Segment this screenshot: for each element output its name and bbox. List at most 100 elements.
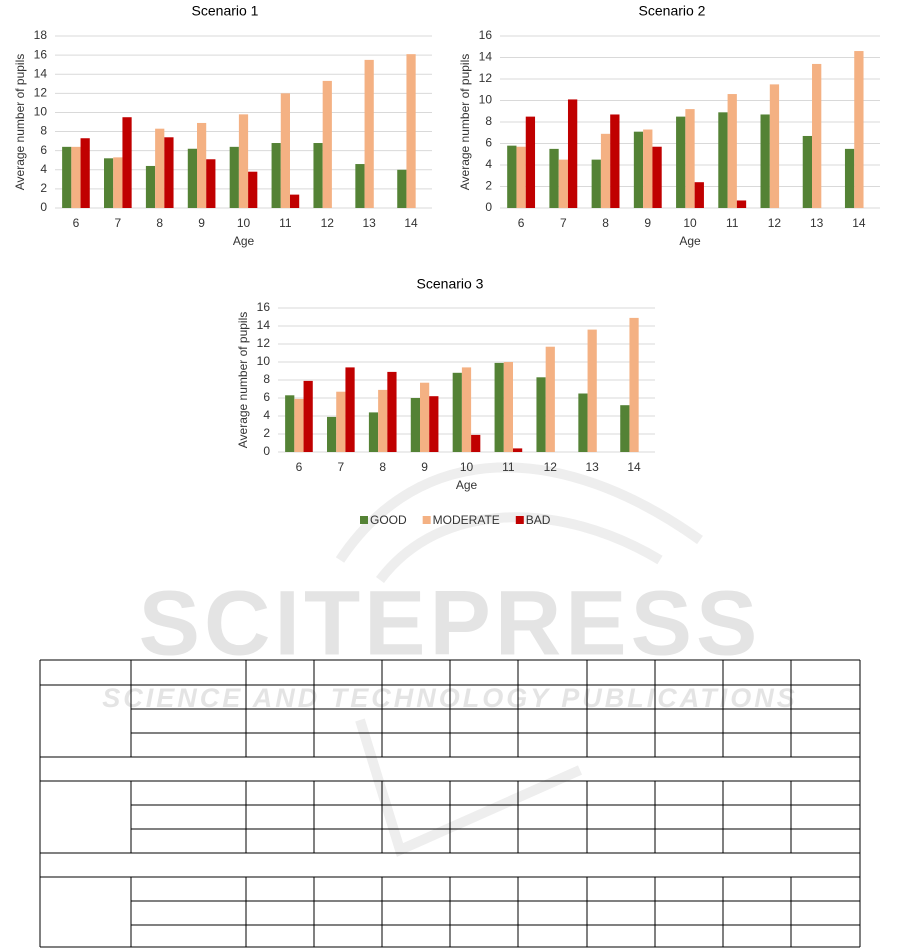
bar (327, 416, 337, 452)
legend-swatch (422, 516, 431, 524)
bar (145, 165, 156, 208)
chart: Scenario 3 0 2 4 6 8 10 12 14 16 Average number of… (236, 276, 655, 492)
y-tick-label: 14 (34, 66, 48, 80)
bar (378, 389, 388, 452)
bar (643, 129, 653, 208)
bar (303, 380, 313, 452)
y-tick-label: 16 (257, 300, 271, 314)
bar (429, 396, 439, 452)
watermark-swoosh (335, 462, 703, 584)
y-axis-label: Average number of pupils (13, 54, 27, 191)
x-tick-label: 14 (627, 460, 641, 474)
bar (80, 138, 90, 208)
bar (685, 109, 695, 208)
bar (507, 145, 517, 208)
y-tick-label: 8 (485, 114, 492, 128)
y-tick-label: 4 (263, 408, 270, 422)
bar (802, 135, 813, 208)
x-axis-label: Age (233, 234, 255, 248)
bar (652, 146, 662, 208)
y-tick-label: 16 (34, 47, 48, 61)
bar (355, 164, 365, 208)
bar (289, 194, 300, 208)
y-tick-label: 0 (485, 200, 492, 214)
bar (271, 143, 281, 208)
bar (854, 51, 864, 208)
bar (600, 133, 611, 208)
x-tick-label: 9 (198, 216, 205, 230)
y-tick-label: 12 (34, 86, 48, 100)
bar (718, 112, 728, 208)
x-tick-label: 10 (237, 216, 251, 230)
legend-label: MODERATE (433, 513, 500, 527)
x-tick-label: 8 (156, 216, 163, 230)
y-tick-label: 2 (263, 426, 270, 440)
bar (558, 159, 568, 208)
bar (248, 171, 258, 208)
y-tick-label: 18 (34, 28, 48, 42)
y-tick-label: 4 (40, 162, 47, 176)
bar (294, 398, 304, 452)
x-axis-label: Age (456, 478, 478, 492)
x-axis-label: Age (679, 234, 701, 248)
x-tick-label: 9 (421, 460, 428, 474)
watermark-subtitle: SCIENCE AND TECHNOLOGY PUBLICATIONS (102, 683, 798, 713)
legend-swatch (360, 516, 368, 524)
bar (736, 200, 747, 208)
bar (364, 59, 374, 209)
bar (494, 362, 504, 452)
legend-label: GOOD (370, 513, 407, 527)
x-tick-label: 13 (362, 216, 376, 230)
y-tick-label: 8 (263, 372, 270, 386)
bar (155, 128, 165, 208)
watermark: SCITEPRESS SCIENCE AND TECHNOLOGY PUBLIC… (102, 462, 798, 857)
bar (567, 99, 578, 208)
bar (113, 157, 123, 208)
x-tick-label: 10 (683, 216, 697, 230)
bar (104, 158, 114, 208)
bar (187, 148, 198, 208)
bar (512, 448, 523, 452)
y-tick-label: 14 (257, 318, 271, 332)
x-tick-label: 14 (852, 216, 866, 230)
legend-swatch (515, 516, 524, 524)
bar (406, 54, 416, 209)
x-tick-label: 9 (644, 216, 651, 230)
x-tick-label: 6 (518, 216, 525, 230)
x-tick-label: 7 (114, 216, 121, 230)
legend: GOOD MODERATE BAD (360, 513, 551, 527)
bar (587, 329, 597, 452)
bar (336, 391, 346, 452)
bar (844, 148, 855, 208)
bar (769, 84, 780, 208)
x-tick-label: 13 (585, 460, 599, 474)
chart: Scenario 1 0 2 4 6 8 10 12 14 16 18 Average number … (13, 3, 432, 248)
bar (345, 367, 355, 452)
y-tick-label: 12 (479, 71, 493, 85)
x-tick-label: 8 (602, 216, 609, 230)
bar (313, 143, 323, 208)
bar (122, 117, 132, 208)
bar (516, 146, 526, 208)
bar (197, 122, 207, 208)
x-tick-label: 7 (560, 216, 567, 230)
x-tick-label: 6 (296, 460, 303, 474)
x-tick-label: 10 (460, 460, 474, 474)
x-tick-label: 8 (379, 460, 386, 474)
bar (322, 80, 332, 208)
chart-title: Scenario 3 (417, 276, 484, 292)
x-tick-label: 6 (73, 216, 80, 230)
bar (206, 159, 216, 208)
x-tick-label: 11 (279, 216, 292, 230)
bar (387, 371, 397, 452)
legend-label: BAD (526, 513, 551, 527)
bar (727, 94, 737, 208)
y-tick-label: 8 (40, 124, 47, 138)
bar (461, 367, 472, 452)
table (39, 659, 861, 948)
bar (694, 182, 704, 208)
bar (591, 159, 601, 208)
y-tick-label: 2 (485, 179, 492, 193)
y-tick-label: 4 (485, 157, 492, 171)
bar (420, 382, 430, 452)
